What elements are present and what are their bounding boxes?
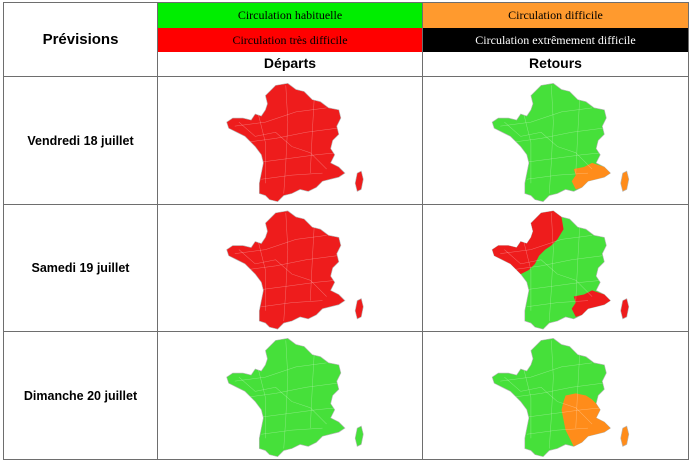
legend-difficile: Circulation difficile xyxy=(423,3,688,28)
map-corsica xyxy=(354,170,364,192)
map-corsica xyxy=(620,425,630,447)
column-header-retours: Retours xyxy=(529,55,582,71)
grid-line xyxy=(3,331,689,332)
map-dimanche-retours xyxy=(423,332,688,459)
map-mainland xyxy=(226,338,346,457)
grid-line xyxy=(3,459,689,460)
column-header-departs: Départs xyxy=(263,55,317,71)
map-mainland xyxy=(491,338,611,457)
grid-line xyxy=(3,76,689,77)
map-mainland xyxy=(226,210,346,330)
france-map xyxy=(226,338,364,457)
row-label-samedi: Samedi 19 juillet xyxy=(31,261,130,275)
map-mainland xyxy=(226,83,346,202)
france-map xyxy=(226,210,364,330)
map-corsica xyxy=(354,298,364,320)
map-samedi-retours xyxy=(423,205,688,331)
grid-line xyxy=(3,2,4,460)
grid-line xyxy=(3,2,158,3)
france-map xyxy=(226,83,364,202)
page-title: Prévisions xyxy=(42,31,119,48)
grid-line xyxy=(688,2,689,460)
grid-line xyxy=(422,2,423,460)
map-zone-southeast xyxy=(571,290,611,317)
legend-habituelle: Circulation habituelle xyxy=(158,3,422,28)
map-zone-west xyxy=(492,210,564,275)
map-vendredi-departs xyxy=(158,77,422,204)
row-label-dimanche: Dimanche 20 juillet xyxy=(23,388,138,403)
map-corsica xyxy=(620,170,630,192)
map-dimanche-departs xyxy=(158,332,422,459)
legend-tres-difficile: Circulation très difficile xyxy=(158,28,422,52)
map-vendredi-retours xyxy=(423,77,688,204)
france-map xyxy=(491,338,630,457)
france-map xyxy=(491,83,630,202)
legend-extremement-difficile: Circulation extrêmement difficile xyxy=(423,28,688,52)
map-mainland xyxy=(491,83,611,202)
map-samedi-departs xyxy=(158,205,422,331)
row-label-vendredi: Vendredi 18 juillet xyxy=(27,133,134,148)
map-corsica xyxy=(620,298,630,320)
grid-line xyxy=(3,204,689,205)
grid-line xyxy=(157,2,158,460)
france-map xyxy=(491,210,630,330)
map-zone-rhone-southeast xyxy=(561,393,611,447)
grid-line xyxy=(157,2,689,3)
map-zone-southeast xyxy=(571,162,611,190)
map-corsica xyxy=(354,425,364,447)
